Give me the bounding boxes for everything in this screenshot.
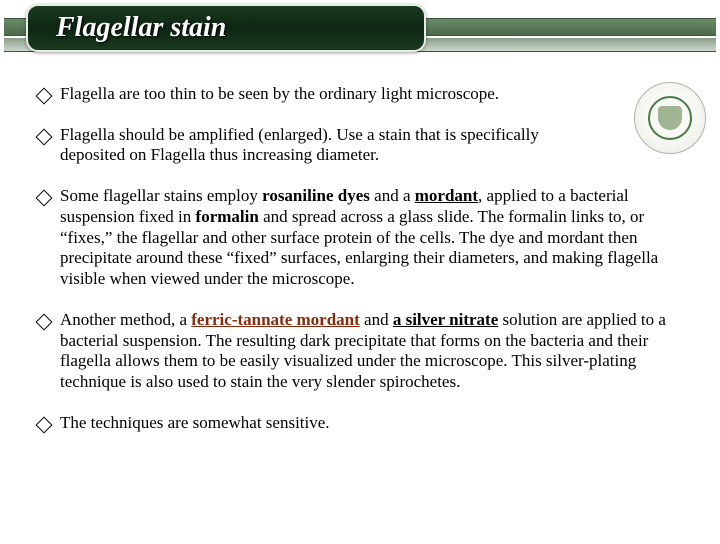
bullet-text: Flagella should be amplified (enlarged).… [60,125,590,166]
bullet-text: Flagella are too thin to be seen by the … [60,84,499,105]
slide-content: Flagella are too thin to be seen by the … [0,66,720,464]
diamond-bullet-icon [36,190,50,204]
bullet-text: The techniques are somewhat sensitive. [60,413,330,434]
title-bar: Flagellar stain [4,4,716,66]
text-fragment: and a [370,186,415,205]
highlight-formalin: formalin [196,207,259,226]
university-seal-icon [634,82,706,154]
bullet-item: The techniques are somewhat sensitive. [36,413,680,434]
highlight-rosaniline: rosaniline dyes [262,186,370,205]
text-fragment: Some flagellar stains employ [60,186,262,205]
highlight-ferric-tannate: ferric-tannate mordant [191,310,360,329]
bullet-item: Flagella are too thin to be seen by the … [36,84,680,105]
slide-title: Flagellar stain [56,12,226,44]
bullet-text: Some flagellar stains employ rosaniline … [60,186,680,290]
bullet-item: Another method, a ferric-tannate mordant… [36,310,680,393]
highlight-mordant: mordant [415,186,478,205]
diamond-bullet-icon [36,88,50,102]
diamond-bullet-icon [36,417,50,431]
text-fragment: Another method, a [60,310,191,329]
diamond-bullet-icon [36,129,50,143]
diamond-bullet-icon [36,314,50,328]
text-fragment: and [360,310,393,329]
highlight-silver-nitrate: a silver nitrate [393,310,498,329]
bullet-item: Flagella should be amplified (enlarged).… [36,125,680,166]
title-pill: Flagellar stain [26,4,426,52]
bullet-item: Some flagellar stains employ rosaniline … [36,186,680,290]
bullet-text: Another method, a ferric-tannate mordant… [60,310,680,393]
